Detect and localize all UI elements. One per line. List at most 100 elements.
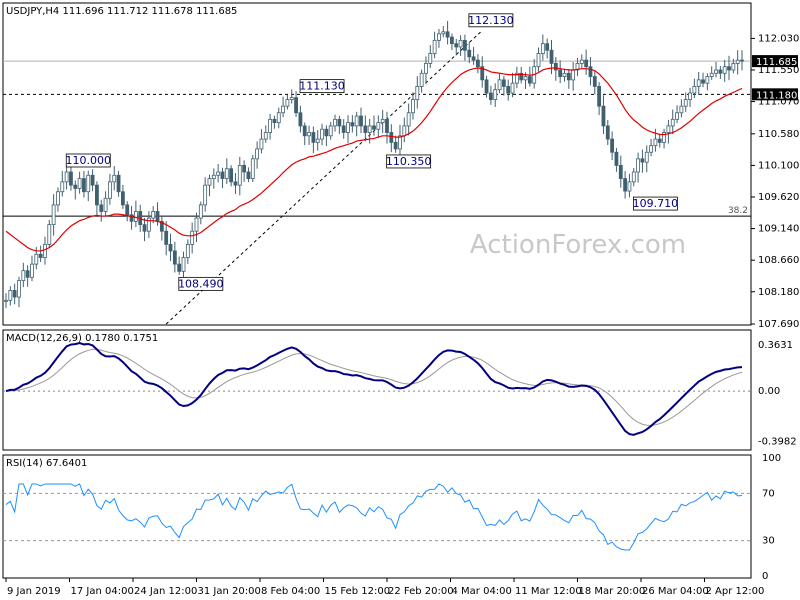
candle-body xyxy=(259,138,264,150)
candle-body xyxy=(705,76,710,84)
candle-body xyxy=(341,125,346,133)
candle-body xyxy=(597,86,602,107)
level-tag-box xyxy=(752,88,798,101)
candle-body xyxy=(398,135,402,150)
candle-body xyxy=(64,171,69,183)
candle-body xyxy=(450,36,454,45)
candle-body xyxy=(696,79,701,87)
candle-body xyxy=(588,66,593,77)
candle-body xyxy=(497,79,502,91)
candle-body xyxy=(692,86,697,94)
rsi-line xyxy=(5,483,743,551)
candle-body xyxy=(653,138,658,147)
candle-body xyxy=(718,69,723,74)
candle-body xyxy=(294,97,298,114)
candle-body xyxy=(56,191,60,206)
candle-body xyxy=(553,63,558,71)
candle-body xyxy=(454,43,459,48)
candle-body xyxy=(359,115,363,127)
candle-body xyxy=(142,224,147,232)
rsi-header: RSI(14) 67.6401 xyxy=(6,458,87,469)
candle-body xyxy=(545,43,550,51)
candle-body xyxy=(203,184,208,206)
candle-body xyxy=(432,39,437,54)
xtick-label: 18 Mar 20:00 xyxy=(579,586,646,597)
price-ytick-label: 112.030 xyxy=(758,33,799,44)
candle-body xyxy=(133,211,138,222)
candle-body xyxy=(649,145,653,153)
candle-body xyxy=(38,253,43,258)
candle-body xyxy=(246,171,251,179)
candle-body xyxy=(207,178,212,186)
candle-body xyxy=(610,138,615,153)
candle-body xyxy=(506,86,511,94)
candle-body xyxy=(614,151,619,166)
candle-body xyxy=(575,63,580,71)
xtick-label: 8 Feb 04:00 xyxy=(261,586,320,597)
candle-body xyxy=(467,49,472,58)
candle-body xyxy=(302,125,307,137)
candle-body xyxy=(47,224,52,245)
candle-body xyxy=(95,184,99,206)
candle-body xyxy=(60,181,65,193)
rsi-panel xyxy=(2,454,752,579)
price-annotation: 111.130 xyxy=(299,80,345,93)
candle-body xyxy=(480,66,485,81)
price-annotation: 109.710 xyxy=(633,197,679,210)
macd-signal-line xyxy=(5,348,743,426)
xtick-label: 9 Jan 2019 xyxy=(7,586,61,597)
candle-body xyxy=(281,105,285,114)
candle-body xyxy=(380,118,385,124)
candle-body xyxy=(120,191,125,206)
candle-body xyxy=(276,112,281,124)
candle-body xyxy=(584,59,589,68)
candle-body xyxy=(549,49,554,64)
price-panel xyxy=(2,2,752,326)
candle-body xyxy=(683,99,688,107)
candle-body xyxy=(224,168,229,179)
candle-body xyxy=(411,99,415,114)
candle-body xyxy=(34,253,39,265)
candle-body xyxy=(644,151,649,163)
candle-body xyxy=(714,69,718,74)
candle-body xyxy=(233,181,238,186)
macd-ytick-label: 0.00 xyxy=(758,386,780,397)
macd-series xyxy=(3,342,751,436)
candle-body xyxy=(194,217,199,232)
candle-body xyxy=(458,39,463,48)
candle-body xyxy=(268,118,272,133)
macd-ytick-label: 0.3631 xyxy=(758,340,793,351)
candle-body xyxy=(488,92,493,101)
candle-body xyxy=(402,125,407,137)
candle-body xyxy=(211,174,216,179)
candle-body xyxy=(125,204,130,216)
axes: 112.030 111.550 111.070 110.580 110.100 109.6… xyxy=(5,33,799,597)
candle-body xyxy=(631,171,636,183)
candle-body xyxy=(328,125,333,137)
candle-body xyxy=(627,181,632,192)
candle-body xyxy=(250,158,255,179)
candle-body xyxy=(623,178,628,192)
moving-average-line xyxy=(5,67,743,252)
price-header: USDJPY,H4 111.696 111.712 111.678 111.68… xyxy=(6,6,237,17)
xtick-label: 24 Jan 12:00 xyxy=(134,586,197,597)
xtick-label: 2 Apr 12:00 xyxy=(706,586,765,597)
candle-body xyxy=(82,178,86,193)
candle-body xyxy=(263,132,268,140)
last-price-tag: 111.685 xyxy=(756,57,797,68)
candle-body xyxy=(311,132,316,143)
candle-body xyxy=(666,125,671,133)
candle-body xyxy=(155,211,160,222)
candle-body xyxy=(523,76,528,81)
candle-body xyxy=(103,197,108,212)
candle-body xyxy=(536,53,541,68)
candle-body xyxy=(229,168,234,183)
candle-body xyxy=(164,230,169,245)
price-ytick-label: 111.550 xyxy=(758,65,799,76)
candle-body xyxy=(731,63,736,71)
price-ytick-label: 108.660 xyxy=(758,255,799,266)
candle-body xyxy=(501,79,506,87)
candle-body xyxy=(363,125,368,133)
candle-body xyxy=(315,138,320,143)
